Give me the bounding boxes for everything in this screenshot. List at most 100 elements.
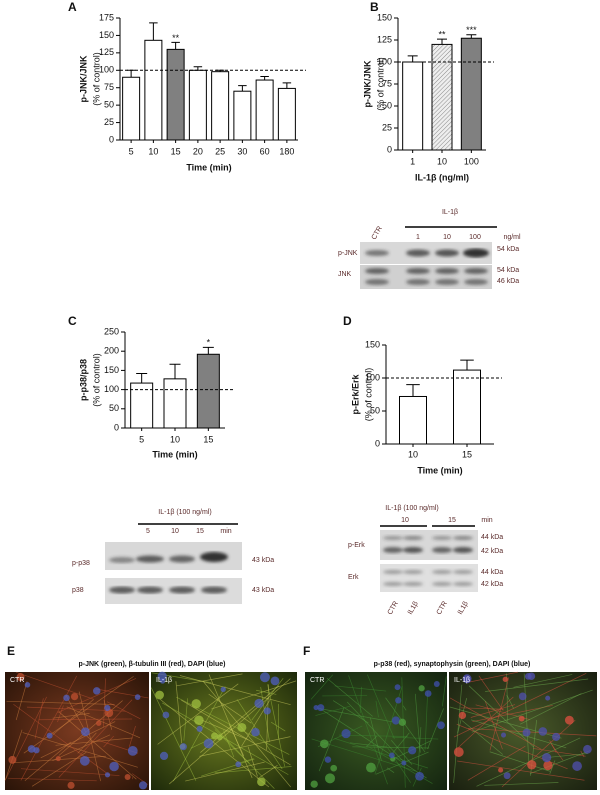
nucleus xyxy=(263,707,271,715)
neurite xyxy=(251,678,284,721)
neurite xyxy=(457,760,585,781)
bar xyxy=(188,69,207,141)
lane-label: CTR xyxy=(371,225,384,241)
blot-header: IL-1β (100 ng/ml) xyxy=(385,505,438,512)
error-bar xyxy=(193,66,203,71)
micrographs: E p-JNK (green), β-tubulin III (red), DA… xyxy=(4,644,597,790)
neurite xyxy=(183,698,188,741)
x-tick-label: 5 xyxy=(139,434,144,444)
x-axis-label: IL-1β (ng/ml) xyxy=(415,172,469,182)
lane-label: 10 xyxy=(443,234,451,241)
blot-image xyxy=(380,564,478,592)
nucleus xyxy=(235,761,242,768)
neurite xyxy=(31,751,87,787)
neurite xyxy=(338,734,408,737)
y-tick-label: 0 xyxy=(375,438,380,448)
panel-letter: F xyxy=(303,644,310,658)
neurite xyxy=(5,729,23,780)
x-tick-label: 10 xyxy=(408,449,418,459)
lane-label: IL1β xyxy=(457,600,470,615)
x-tick-label: 15 xyxy=(171,146,181,156)
nucleus xyxy=(8,755,17,764)
nucleus xyxy=(194,715,204,726)
error-bar xyxy=(126,69,136,78)
y-axis-label: p-p38/p38 xyxy=(78,359,88,401)
neurite xyxy=(159,698,270,788)
blot-unit: ng/ml xyxy=(503,234,521,241)
neurite xyxy=(317,707,393,723)
neurite xyxy=(401,677,406,788)
error-bar xyxy=(238,85,247,92)
nucleus xyxy=(313,704,319,711)
x-tick-label: 15 xyxy=(203,434,213,444)
neurite xyxy=(417,727,422,770)
nucleus xyxy=(155,690,164,700)
y-tick-label: 50 xyxy=(104,100,114,110)
nucleus xyxy=(237,722,247,732)
nucleus xyxy=(179,743,187,751)
nucleus xyxy=(572,761,582,771)
blot-kda: 43 kDa xyxy=(252,557,274,564)
nucleus xyxy=(583,744,592,754)
neurite xyxy=(77,732,97,754)
neurite xyxy=(506,694,514,709)
image-label: CTR xyxy=(10,677,24,684)
nucleus xyxy=(254,698,264,709)
neurite xyxy=(4,696,47,781)
y-tick-label: 0 xyxy=(387,144,392,154)
bar xyxy=(399,395,427,445)
significance: ** xyxy=(172,33,180,43)
y-tick-label: 150 xyxy=(104,365,119,375)
x-tick-label: 180 xyxy=(279,146,294,156)
y-axis-label: (% of control) xyxy=(363,368,373,422)
neurite xyxy=(402,705,407,711)
neurite xyxy=(214,766,292,774)
nucleus xyxy=(527,760,537,770)
bands xyxy=(365,268,488,285)
nucleus xyxy=(16,673,25,682)
blot-kda: 42 kDa xyxy=(481,548,503,555)
nucleus xyxy=(67,781,75,789)
neurite xyxy=(40,721,116,759)
significance: *** xyxy=(466,25,477,35)
x-axis-label: Time (min) xyxy=(417,465,462,475)
error-bar xyxy=(171,41,180,50)
error-bar xyxy=(407,55,418,62)
neurite xyxy=(427,708,444,750)
blot-row-label: p-Erk xyxy=(348,542,365,549)
blot-kda: 44 kDa xyxy=(481,569,503,576)
neurite xyxy=(162,702,289,775)
nucleus xyxy=(522,728,531,737)
neurite xyxy=(467,671,519,683)
nucleus xyxy=(408,746,417,755)
neurite xyxy=(208,674,253,779)
error-bar xyxy=(282,82,292,89)
x-tick-label: 25 xyxy=(215,146,225,156)
nucleus xyxy=(527,672,536,681)
image-label: IL-1β xyxy=(454,677,470,684)
bar xyxy=(211,71,230,141)
nucleus xyxy=(317,704,325,712)
error-bar xyxy=(260,76,269,81)
neurite xyxy=(346,701,406,764)
y-tick-label: 100 xyxy=(99,65,114,75)
error-bar xyxy=(406,384,420,397)
y-tick-label: 125 xyxy=(99,47,114,57)
blot-row-label: p-JNK xyxy=(338,250,358,257)
texture xyxy=(4,671,597,790)
neurite xyxy=(470,719,567,749)
neurite xyxy=(334,685,387,692)
nucleus xyxy=(70,692,79,701)
nucleus xyxy=(33,747,40,754)
neurite xyxy=(157,683,239,745)
significance: * xyxy=(207,338,211,348)
neurite xyxy=(270,721,286,732)
neurite xyxy=(20,675,78,781)
nucleus xyxy=(388,752,395,759)
nucleus xyxy=(251,727,260,737)
neurite xyxy=(472,705,553,723)
error-bar xyxy=(460,359,474,371)
neurite xyxy=(326,677,373,717)
